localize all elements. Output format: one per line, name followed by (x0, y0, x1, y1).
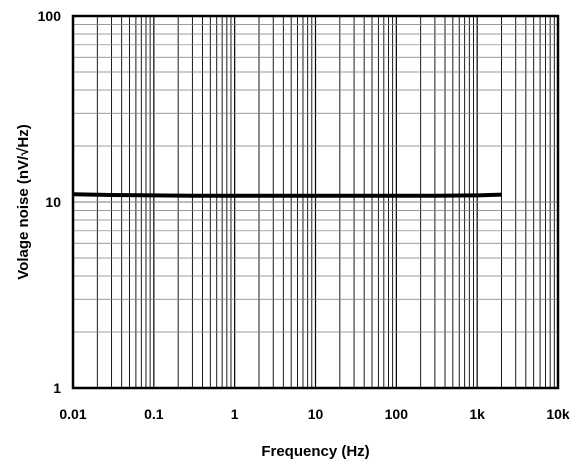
grid (73, 16, 558, 388)
plot-frame (71, 14, 560, 390)
x-tick-label: 1 (231, 406, 239, 422)
x-axis-title: Frequency (Hz) (261, 443, 369, 460)
tick-labels: 0.01 0.1 1 10 100 1k 10k 1 10 100 (38, 8, 570, 422)
noise-series-line (72, 192, 502, 198)
y-tick-label: 1 (53, 380, 61, 396)
y-tick-label: 10 (45, 194, 61, 210)
x-tick-label: 10 (308, 406, 324, 422)
x-tick-label: 10k (546, 406, 570, 422)
x-tick-label: 100 (385, 406, 409, 422)
series-layer (72, 192, 502, 198)
y-axis-title: Volage noise (nV/√Hz) (15, 124, 32, 279)
y-tick-label: 100 (38, 8, 62, 24)
x-tick-label: 1k (469, 406, 485, 422)
x-tick-label: 0.01 (59, 406, 86, 422)
x-tick-label: 0.1 (144, 406, 164, 422)
